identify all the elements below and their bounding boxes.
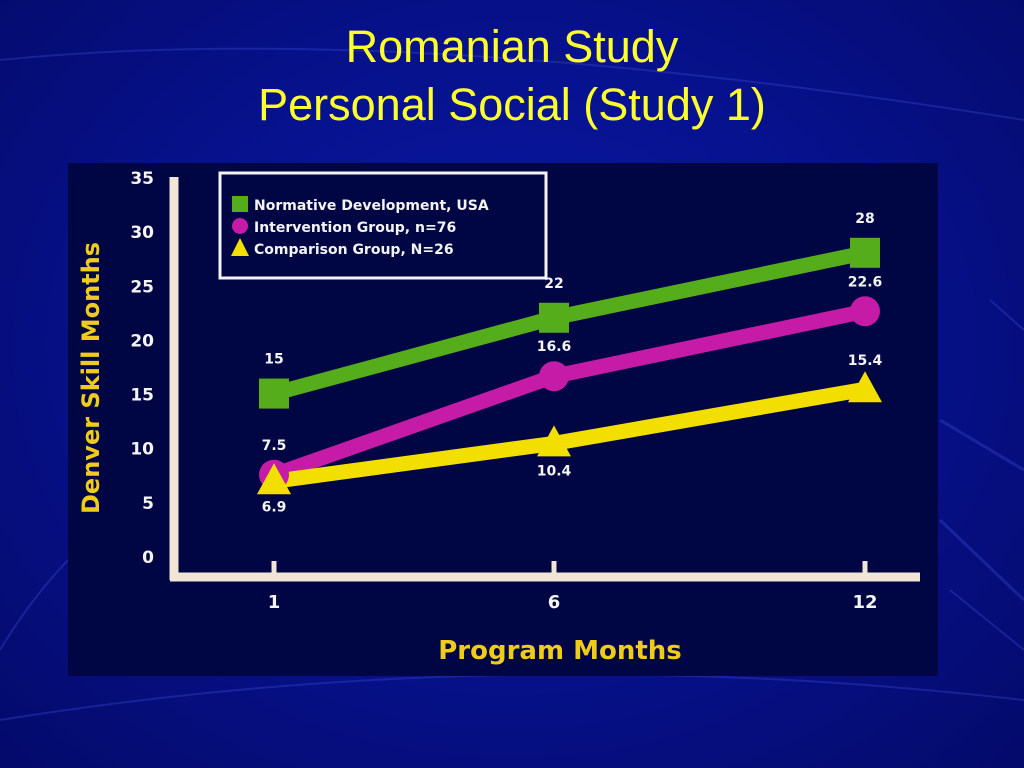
y-tick-labels: 0 5 10 15 20 25 30 35 [130, 169, 154, 568]
y-tick-label: 20 [130, 331, 154, 351]
series-line-2 [266, 303, 873, 483]
x-axis-label: Program Months [438, 636, 682, 666]
x-tick-labels: 1 6 12 [268, 561, 878, 613]
data-label: 10.4 [537, 463, 572, 479]
data-point [259, 378, 289, 409]
y-tick-label: 5 [142, 494, 154, 514]
data-label: 22.6 [848, 274, 883, 290]
chart-axes [169, 177, 920, 582]
y-tick-label: 0 [142, 548, 154, 568]
legend-box [218, 171, 548, 280]
slide-title: Romanian Study Personal Social (Study 1) [0, 18, 1024, 134]
series-lines [266, 245, 873, 489]
data-point [850, 296, 880, 327]
y-tick-label: 30 [130, 223, 154, 243]
data-label: 7.5 [262, 438, 287, 454]
data-label: 28 [855, 211, 874, 227]
data-point [539, 361, 569, 392]
legend-marker [231, 238, 249, 256]
x-tick-label: 6 [548, 592, 561, 613]
x-tick-label: 1 [268, 592, 281, 613]
y-tick-label: 25 [130, 277, 154, 297]
y-tick-label: 15 [130, 386, 154, 406]
legend-marker [232, 218, 248, 234]
data-point [257, 463, 291, 495]
data-label: 16.6 [537, 339, 572, 355]
series-markers [257, 237, 882, 495]
chart-panel: 0 5 10 15 20 25 30 35 1 6 12 15 22 28 7.5 16.6 22.6 6.9… [68, 163, 938, 676]
legend-label: Normative Development, USA [254, 198, 489, 214]
legend-label: Comparison Group, N=26 [254, 242, 454, 258]
data-label: 6.9 [262, 499, 287, 515]
data-label: 15.4 [848, 353, 883, 369]
data-label: 22 [544, 276, 563, 292]
data-point [848, 371, 882, 403]
y-axis-label: Denver Skill Months [77, 242, 105, 514]
y-tick-label: 35 [130, 169, 154, 189]
legend-marker [232, 196, 248, 212]
data-labels: 15 22 28 7.5 16.6 22.6 6.9 10.4 15.4 [262, 211, 883, 515]
data-point [537, 425, 571, 457]
y-tick-label: 10 [130, 440, 154, 460]
legend: Normative Development, USA Intervention G… [218, 171, 548, 280]
data-label: 15 [264, 352, 283, 368]
data-point [850, 237, 880, 268]
title-line-1: Romanian Study [345, 21, 679, 72]
data-point [539, 302, 569, 333]
legend-label: Intervention Group, n=76 [254, 220, 456, 236]
title-line-2: Personal Social (Study 1) [258, 79, 766, 130]
x-tick-label: 12 [852, 592, 877, 613]
